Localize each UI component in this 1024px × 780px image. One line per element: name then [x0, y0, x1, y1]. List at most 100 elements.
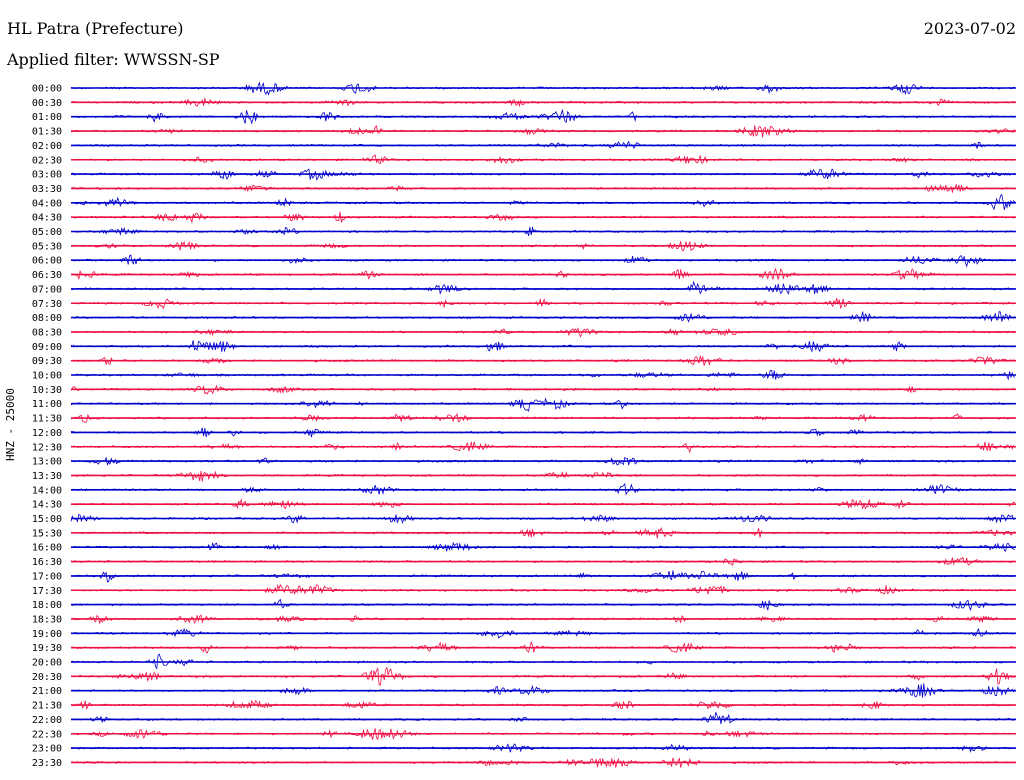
time-tick-label: 15:30 — [32, 528, 62, 539]
trace-signal — [70, 354, 1015, 366]
time-tick-label: 20:30 — [32, 672, 62, 683]
trace-signal — [70, 97, 1015, 108]
trace-signal — [70, 327, 1015, 338]
trace-signal — [70, 498, 1016, 510]
trace-signal — [70, 240, 1015, 252]
trace-signal — [70, 556, 1015, 566]
time-tick-label: 11:00 — [32, 399, 62, 410]
time-tick-label: 23:30 — [32, 758, 62, 769]
trace-signal — [70, 211, 1016, 224]
trace-signal — [70, 298, 1016, 310]
time-tick-label: 15:00 — [32, 514, 62, 525]
trace-signal — [70, 183, 1015, 194]
time-tick-label: 01:30 — [32, 127, 62, 138]
trace-signal — [70, 483, 1015, 496]
trace-signal — [71, 456, 1016, 466]
time-tick-label: 17:30 — [32, 586, 62, 597]
time-tick-label: 21:30 — [32, 701, 62, 712]
time-tick-label: 04:30 — [32, 213, 62, 224]
time-tick-label: 03:30 — [32, 184, 62, 195]
time-tick-label: 13:30 — [32, 471, 62, 482]
time-tick-label: 07:30 — [32, 299, 62, 310]
time-tick-label: 06:30 — [32, 270, 62, 281]
time-tick-label: 22:00 — [32, 715, 62, 726]
trace-signal — [70, 757, 1016, 768]
trace-signal — [70, 743, 1015, 753]
trace-signal — [70, 683, 1016, 698]
station-title: HL Patra (Prefecture) — [7, 19, 184, 38]
trace-signal — [70, 384, 1016, 395]
time-tick-label: 10:30 — [32, 385, 62, 396]
time-tick-label: 23:00 — [32, 744, 62, 755]
time-tick-label: 08:30 — [32, 327, 62, 338]
time-tick-label: 22:30 — [32, 729, 62, 740]
trace-signal — [70, 641, 1015, 654]
time-tick-label: 08:00 — [32, 313, 62, 324]
trace-signal — [70, 583, 1015, 596]
trace-signal — [70, 81, 1015, 96]
time-tick-label: 14:00 — [32, 485, 62, 496]
trace-signal — [70, 280, 1015, 295]
time-tick-label: 18:30 — [32, 614, 62, 625]
time-tick-label: 18:00 — [32, 600, 62, 611]
time-tick-label: 01:00 — [32, 112, 62, 123]
trace-signal — [70, 470, 1016, 482]
trace-signal — [70, 413, 1015, 423]
time-tick-label: 16:30 — [32, 557, 62, 568]
filter-label: Applied filter: WWSSN-SP — [7, 50, 220, 69]
time-tick-label: 20:00 — [32, 658, 62, 669]
trace-signal — [70, 527, 1016, 539]
trace-signal — [70, 267, 1016, 280]
trace-signal — [70, 598, 1015, 611]
trace-signal — [70, 440, 1016, 454]
trace-signal — [70, 108, 1016, 125]
trace-signal — [70, 614, 1016, 625]
trace-signal — [70, 254, 1015, 268]
trace-signal — [70, 311, 1016, 323]
time-tick-label: 02:00 — [32, 141, 62, 152]
trace-signal — [70, 340, 1015, 353]
trace-signal — [71, 154, 1016, 164]
time-tick-label: 02:30 — [32, 155, 62, 166]
time-tick-label: 05:30 — [32, 241, 62, 252]
time-tick-label: 07:00 — [32, 284, 62, 295]
time-tick-label: 12:00 — [32, 428, 62, 439]
time-tick-label: 09:30 — [32, 356, 62, 367]
time-tick-label: 10:00 — [32, 371, 62, 382]
trace-signal — [70, 712, 1016, 725]
trace-signal — [70, 666, 1016, 686]
time-tick-label: 17:00 — [32, 571, 62, 582]
time-tick-label: 04:00 — [32, 198, 62, 209]
time-tick-label: 14:30 — [32, 500, 62, 511]
trace-signal — [70, 427, 1016, 438]
trace-signal — [70, 653, 1015, 670]
time-tick-label: 00:00 — [32, 84, 62, 95]
time-tick-label: 19:30 — [32, 643, 62, 654]
trace-signal — [70, 627, 1015, 639]
time-tick-label: 21:00 — [32, 686, 62, 697]
trace-signal — [70, 226, 1015, 237]
time-tick-label: 03:00 — [32, 170, 62, 181]
trace-signal — [70, 193, 1016, 211]
trace-signal — [70, 125, 1016, 138]
time-tick-label: 19:00 — [32, 629, 62, 640]
trace-signal — [70, 728, 1015, 741]
date-label: 2023-07-02 — [923, 19, 1016, 38]
trace-signal — [70, 140, 1015, 149]
time-tick-label: 13:00 — [32, 457, 62, 468]
trace-signal — [70, 513, 1015, 524]
time-tick-label: 11:30 — [32, 414, 62, 425]
trace-signal — [70, 397, 1015, 412]
time-tick-label: 05:00 — [32, 227, 62, 238]
time-tick-label: 16:00 — [32, 543, 62, 554]
trace-signal — [70, 168, 1016, 181]
trace-signal — [70, 541, 1015, 552]
trace-signal — [70, 369, 1016, 381]
time-tick-label: 09:00 — [32, 342, 62, 353]
trace-signal — [70, 570, 1016, 583]
time-tick-label: 12:30 — [32, 442, 62, 453]
time-tick-label: 00:30 — [32, 98, 62, 109]
time-tick-label: 06:00 — [32, 256, 62, 267]
trace-signal — [70, 699, 1015, 711]
